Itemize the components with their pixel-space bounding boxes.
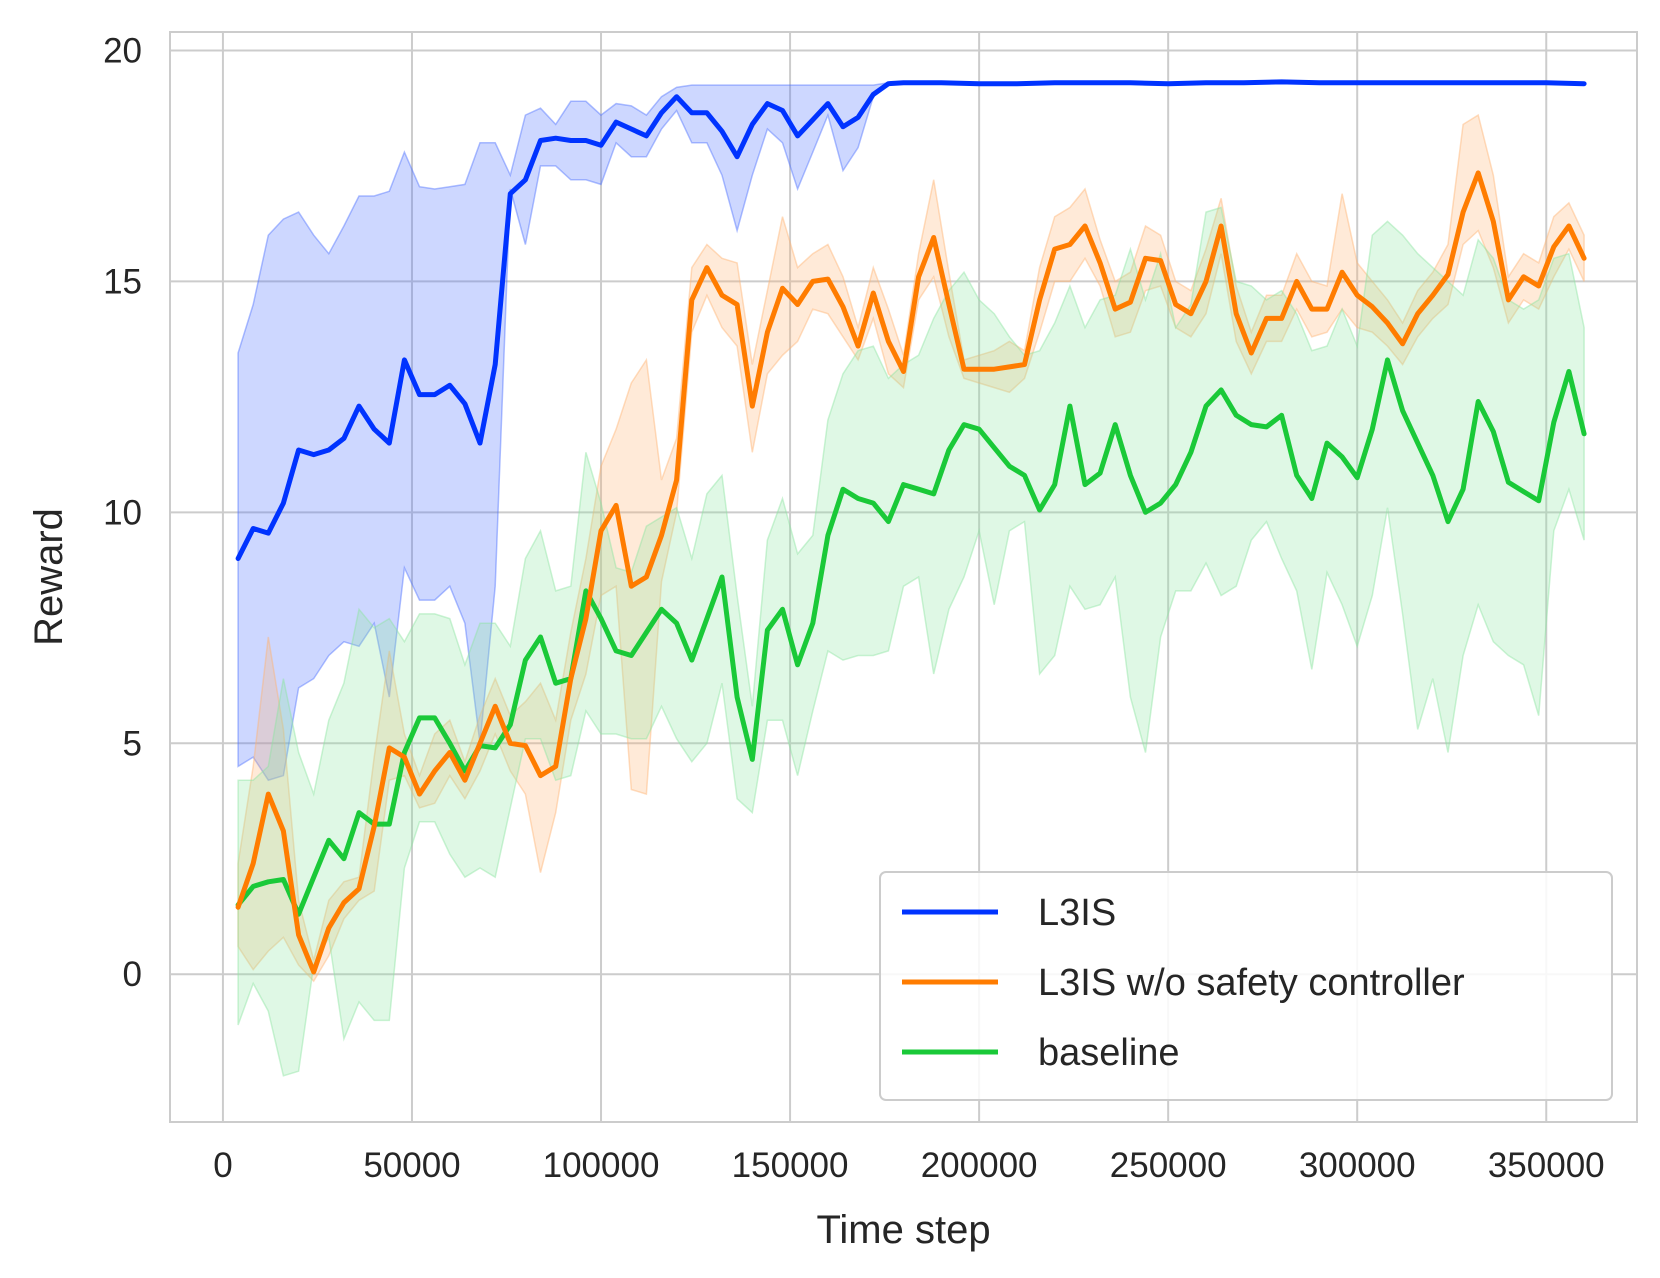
grid-lines bbox=[170, 32, 1637, 1122]
legend-label-0: L3IS bbox=[1038, 892, 1116, 934]
y-tick-labels: 0 5 10 15 20 bbox=[103, 31, 142, 994]
x-tick-label: 200000 bbox=[921, 1146, 1038, 1185]
x-tick-label: 300000 bbox=[1299, 1146, 1416, 1185]
legend-label-1: L3IS w/o safety controller bbox=[1038, 962, 1465, 1004]
x-tick-label: 250000 bbox=[1110, 1146, 1227, 1185]
x-tick-labels: 0 50000 100000 150000 200000 250000 300000 3500… bbox=[213, 1146, 1604, 1185]
x-tick-label: 150000 bbox=[732, 1146, 849, 1185]
y-tick-label: 20 bbox=[103, 31, 142, 70]
legend: L3IS L3IS w/o safety controller baseline bbox=[879, 871, 1613, 1101]
line-series-2 bbox=[235, 357, 1587, 917]
x-axis-label: Time step bbox=[816, 1208, 990, 1252]
x-tick-label: 0 bbox=[213, 1146, 232, 1185]
plot-frame bbox=[169, 31, 1638, 1123]
y-tick-label: 0 bbox=[123, 955, 142, 994]
line-series-1 bbox=[235, 170, 1587, 975]
legend-box bbox=[879, 871, 1613, 1101]
band-series-1 bbox=[237, 113, 1585, 983]
legend-label-2: baseline bbox=[1038, 1032, 1180, 1074]
y-axis-label: Reward bbox=[27, 508, 71, 646]
y-tick-label: 5 bbox=[123, 724, 142, 763]
y-tick-label: 10 bbox=[103, 493, 142, 532]
x-tick-label: 50000 bbox=[363, 1146, 460, 1185]
series-lines bbox=[235, 79, 1587, 975]
line-series-0 bbox=[235, 79, 1587, 561]
y-tick-label: 15 bbox=[103, 262, 142, 301]
x-tick-label: 100000 bbox=[543, 1146, 660, 1185]
x-tick-label: 350000 bbox=[1488, 1146, 1605, 1185]
